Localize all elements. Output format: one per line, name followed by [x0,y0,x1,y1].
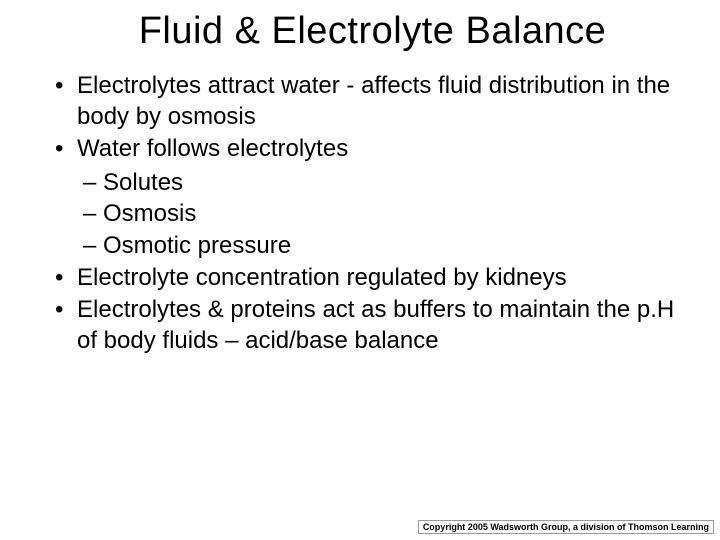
bullet-text: Water follows electrolytes [77,135,348,162]
sub-text: Solutes [103,169,183,196]
copyright-footer: Copyright 2005 Wadsworth Group, a divisi… [418,520,714,534]
sub-item: Osmosis [83,198,690,229]
bullet-item: Electrolytes & proteins act as buffers t… [55,295,690,356]
bullet-text: Electrolytes & proteins act as buffers t… [77,296,674,354]
bullet-item: Water follows electrolytes Solutes Osmos… [55,134,690,260]
sub-item: Osmotic pressure [83,230,690,261]
sub-text: Osmosis [103,200,196,227]
bullet-item: Electrolytes attract water - affects flu… [55,71,690,132]
sub-text: Osmotic pressure [103,232,291,259]
sub-item: Solutes [83,167,690,198]
sub-list: Solutes Osmosis Osmotic pressure [77,167,690,261]
bullet-text: Electrolyte concentration regulated by k… [77,264,567,291]
bullet-item: Electrolyte concentration regulated by k… [55,263,690,294]
bullet-list: Electrolytes attract water - affects flu… [55,71,690,357]
slide-title: Fluid & Electrolyte Balance [55,10,690,53]
slide: Fluid & Electrolyte Balance Electrolytes… [0,0,720,540]
bullet-text: Electrolytes attract water - affects flu… [77,72,670,130]
